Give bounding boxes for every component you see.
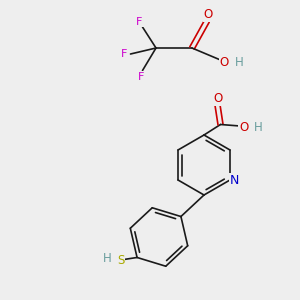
Text: F: F xyxy=(121,49,128,59)
Text: H: H xyxy=(254,121,262,134)
Text: H: H xyxy=(235,56,244,69)
Text: F: F xyxy=(138,71,144,82)
Text: O: O xyxy=(204,8,213,22)
Text: O: O xyxy=(213,92,222,106)
Text: N: N xyxy=(230,173,239,187)
Text: O: O xyxy=(239,121,248,134)
Text: F: F xyxy=(136,16,143,27)
Text: O: O xyxy=(220,56,229,69)
Text: S: S xyxy=(117,254,124,267)
Text: H: H xyxy=(103,253,111,266)
